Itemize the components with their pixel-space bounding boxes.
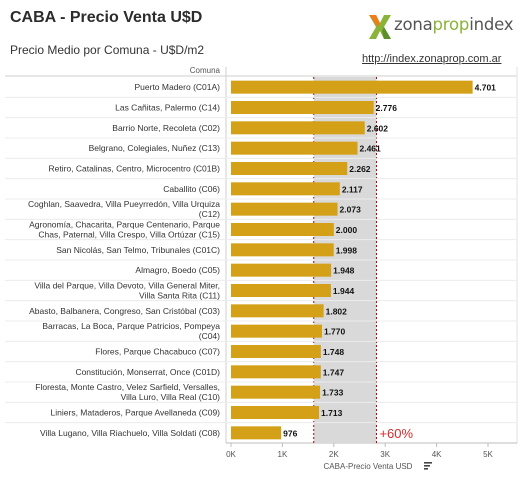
category-label: (C04) (199, 331, 220, 341)
bar-value-label: 4.701 (475, 83, 497, 93)
zonaprop-logo[interactable]: zonapropindex (366, 10, 516, 46)
category-label: Villa Lugano, Villa Riachuelo, Villa Sol… (40, 428, 220, 438)
bar (231, 385, 321, 399)
category-label: Floresta, Monte Castro, Velez Sarfield, … (35, 382, 220, 392)
zonaprop-x-icon (369, 15, 391, 39)
category-label: Agronomía, Chacarita, Parque Centenario,… (29, 220, 220, 230)
bar (231, 324, 322, 338)
bar-value-label: 976 (283, 428, 297, 438)
category-label: Abasto, Balbanera, Congreso, San Cristób… (29, 306, 220, 316)
bar-value-label: 1.748 (323, 347, 345, 357)
bar (231, 121, 365, 135)
bar-value-label: 1.733 (322, 388, 344, 398)
category-label: Barracas, La Boca, Parque Patricios, Pom… (42, 321, 220, 331)
bar-value-label: 2.602 (367, 123, 389, 133)
row-header-label: Comuna (190, 66, 221, 75)
category-label: San Nicolás, San Telmo, Tribunales (C01C… (56, 245, 220, 255)
x-axis-title: CABA-Precio Venta USD (324, 462, 413, 471)
bar-value-label: 1.713 (321, 408, 343, 418)
bar (231, 426, 282, 440)
page-title: CABA - Precio Venta U$D (10, 9, 203, 26)
category-label: Liniers, Mataderos, Parque Avellaneda (C… (51, 408, 221, 418)
logo-text-index: index (469, 15, 514, 34)
bar-value-label: 2.073 (340, 205, 362, 215)
bar (231, 182, 340, 196)
logo-text-prop: prop (432, 15, 470, 34)
category-label: Las Cañitas, Palermo (C14) (115, 103, 220, 113)
bar (231, 406, 320, 419)
bar-value-label: 2.117 (342, 184, 363, 194)
category-label: Constitución, Monserrat, Once (C01D) (75, 367, 220, 377)
chart-subtitle: Precio Medio por Comuna - U$D/m2 (10, 43, 205, 57)
bar (231, 365, 321, 379)
bar (231, 304, 324, 318)
sort-icon (424, 468, 428, 470)
x-tick-label: 3K (380, 450, 390, 459)
bar-value-label: 1.747 (323, 367, 345, 377)
category-label: Barrio Norte, Recoleta (C02) (112, 123, 220, 133)
category-label: Caballito (C06) (163, 184, 220, 194)
category-label: Chas, Paternal, Villa Crespo, Villa Ortú… (38, 230, 220, 240)
source-link[interactable]: http://index.zonaprop.com.ar (362, 53, 502, 65)
bar-value-label: 2.461 (359, 144, 381, 154)
x-tick-label: 1K (278, 450, 288, 459)
bar (231, 284, 331, 297)
category-label: Almagro, Boedo (C05) (135, 265, 220, 275)
bar-value-label: 1.802 (326, 306, 348, 316)
bar-value-label: 1.770 (324, 327, 346, 337)
category-label: Belgrano, Colegiales, Nuñez (C13) (89, 143, 221, 153)
bar (231, 101, 374, 114)
bar (231, 162, 348, 175)
category-label: Puerto Madero (C01A) (134, 82, 220, 92)
bar-value-label: 1.948 (333, 266, 355, 276)
bar-value-label: 2.776 (376, 103, 398, 113)
x-tick-label: 0K (226, 450, 236, 459)
sort-icon (424, 465, 430, 467)
category-label: Villa Luro, Villa Real (C10) (121, 392, 221, 402)
bar-value-label: 1.998 (336, 245, 358, 255)
category-label: Coghlan, Saavedra, Villa Pueyrredón, Vil… (28, 199, 220, 209)
x-tick-label: 5K (483, 450, 493, 459)
bar (231, 263, 332, 277)
x-tick-label: 4K (432, 450, 442, 459)
bar-value-label: 2.000 (336, 225, 358, 235)
annotation-label: +60% (379, 426, 413, 441)
logo-text-zona: zona (394, 15, 433, 34)
category-label: (C12) (199, 209, 220, 219)
bar (231, 141, 358, 155)
category-label: Villa Santa Rita (C11) (139, 291, 220, 301)
bar (231, 80, 473, 94)
bar (231, 223, 334, 236)
category-label: Retiro, Catalinas, Centro, Microcentro (… (49, 164, 221, 174)
sort-icon (424, 462, 432, 464)
bar-value-label: 2.262 (349, 164, 371, 174)
x-tick-label: 2K (329, 450, 339, 459)
category-label: Flores, Parque Chacabuco (C07) (95, 347, 220, 357)
bar (231, 345, 321, 358)
bar-value-label: 1.944 (333, 286, 355, 296)
bar (231, 202, 338, 216)
bar (231, 243, 334, 257)
category-label: Villa del Parque, Villa Devoto, Villa Ge… (34, 281, 220, 291)
